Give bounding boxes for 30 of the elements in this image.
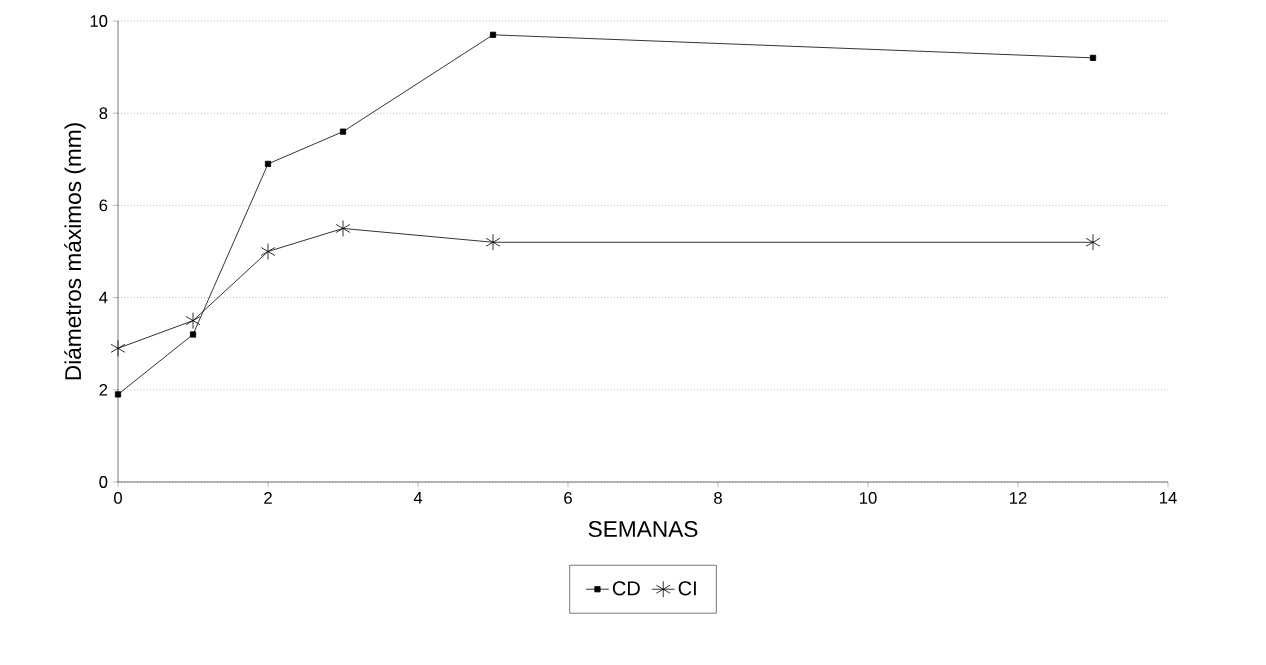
- point: [264, 160, 272, 167]
- point: [1085, 233, 1101, 251]
- x-tick-label: 8: [714, 492, 722, 504]
- legend-label: CI: [678, 581, 696, 596]
- x-tick-label: 2: [264, 492, 272, 504]
- x-tick-label: 12: [1010, 492, 1027, 504]
- point: [189, 331, 197, 338]
- point: [339, 128, 347, 135]
- x-tick-label: 14: [1160, 492, 1177, 504]
- point: [485, 233, 501, 251]
- point: [260, 243, 276, 260]
- point: [335, 220, 351, 237]
- x-tick-label: 0: [114, 492, 122, 504]
- x-tick-label: 6: [564, 492, 572, 504]
- y-tick-label: 4: [99, 291, 108, 304]
- point: [489, 31, 497, 38]
- point: [114, 391, 122, 398]
- point: [185, 312, 201, 330]
- legend-label: CD: [612, 581, 640, 596]
- x-tick-label: 10: [860, 492, 877, 504]
- x-tick-label: 4: [413, 492, 423, 504]
- y-tick-label: 8: [99, 107, 108, 120]
- y-tick-label: 2: [99, 383, 108, 396]
- y-tick-label: 10: [90, 15, 108, 27]
- point: [1089, 54, 1097, 61]
- point: [110, 339, 126, 357]
- y-tick-label: 6: [99, 199, 108, 212]
- y-tick-label: 0: [99, 476, 108, 488]
- y-axis-title: Diámetros máximos (mm): [64, 123, 86, 380]
- x-axis-title: SEMANAS: [588, 521, 698, 538]
